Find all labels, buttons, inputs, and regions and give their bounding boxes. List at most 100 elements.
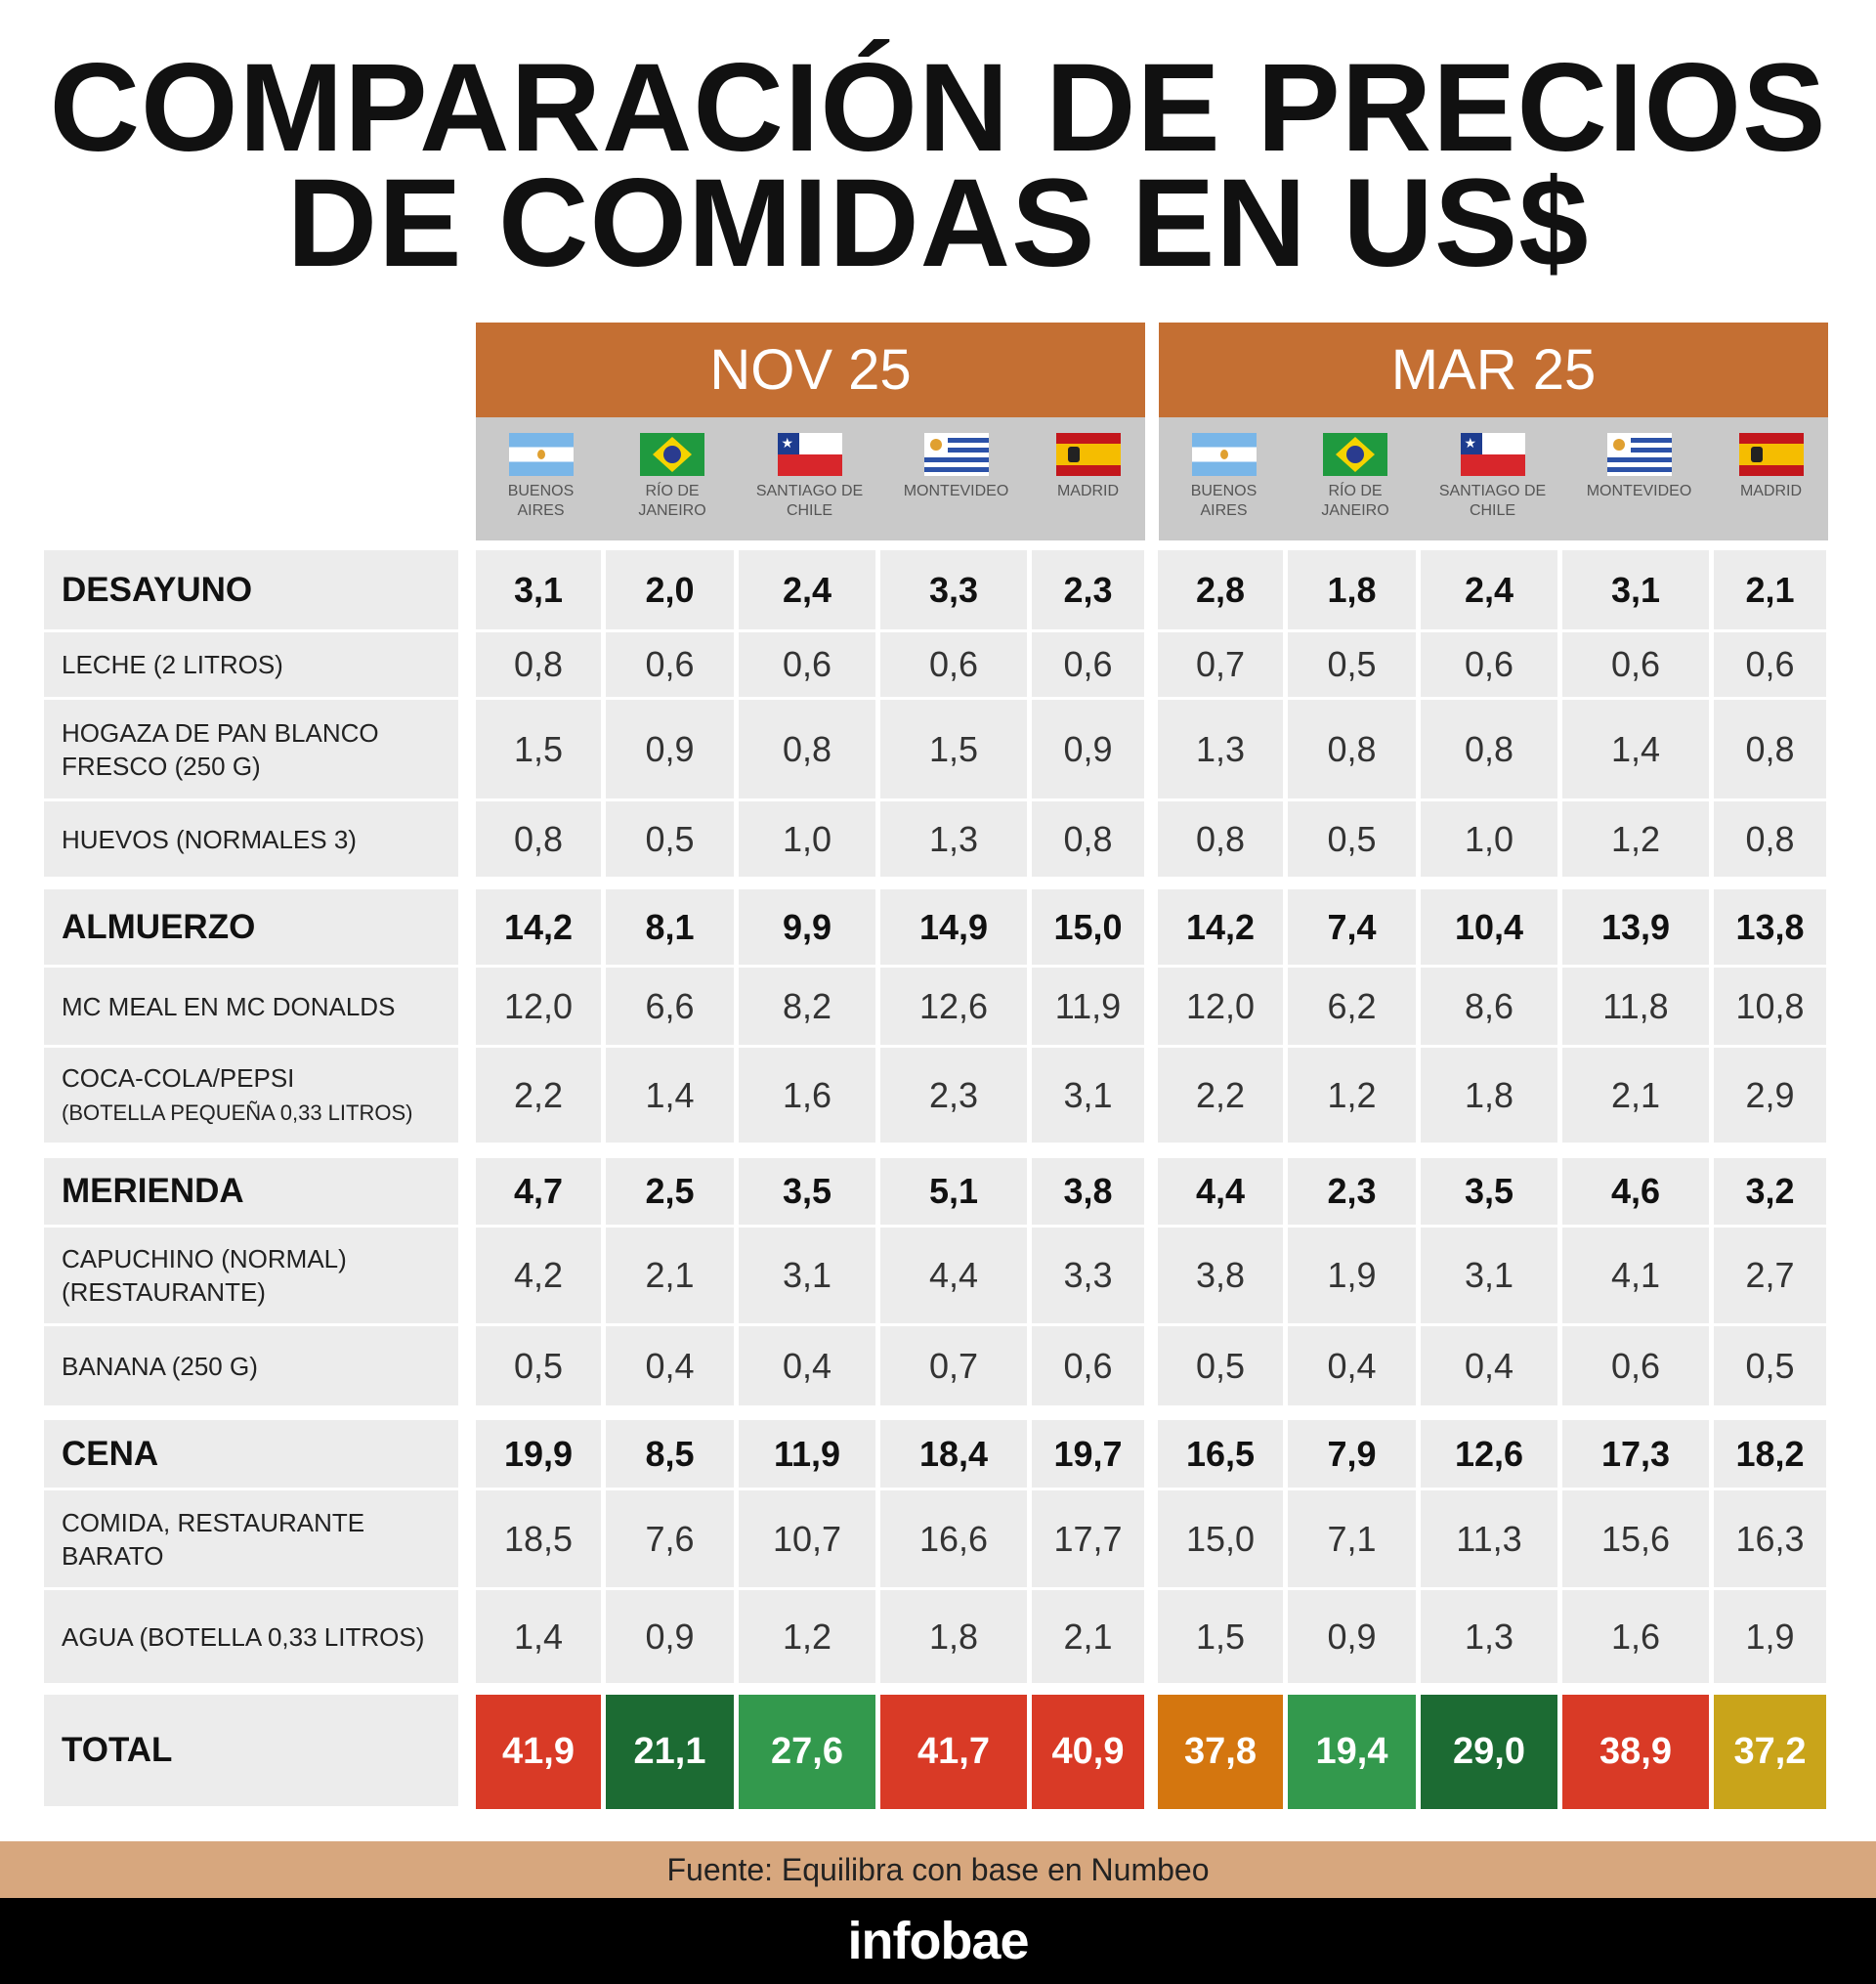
price-cell: 19,7 xyxy=(1032,1420,1144,1490)
price-cell: 1,4 xyxy=(606,1048,734,1145)
row-label: HOGAZA DE PAN BLANCO FRESCO (250 G) xyxy=(44,700,458,801)
city-column-header: MADRID xyxy=(1715,417,1827,540)
item-row: MC MEAL EN MC DONALDS 12,0 6,6 8,2 12,6 11,9 1… xyxy=(44,968,1831,1048)
row-label: COCA-COLA/PEPSI (BOTELLA PEQUEÑA 0,33 LIT… xyxy=(44,1048,458,1145)
row-label-text: COCA-COLA/PEPSI xyxy=(62,1062,295,1093)
title-line-2: DE COMIDAS EN US$ xyxy=(286,153,1590,293)
price-cell: 0,8 xyxy=(476,801,601,880)
price-cell: 0,5 xyxy=(1158,1326,1283,1408)
price-cell: 3,2 xyxy=(1714,1158,1826,1228)
category-row: CENA 19,9 8,5 11,9 18,4 19,7 16,5 7,9 12,6 17,3 18… xyxy=(44,1420,1831,1490)
price-cell: 8,1 xyxy=(606,889,734,968)
price-cell: 0,8 xyxy=(1421,700,1557,801)
price-cell: 3,3 xyxy=(1032,1228,1144,1326)
price-cell: 0,4 xyxy=(606,1326,734,1408)
price-cell: 0,6 xyxy=(1421,632,1557,700)
price-cell: 9,9 xyxy=(739,889,875,968)
row-label: HUEVOS (NORMALES 3) xyxy=(44,801,458,880)
price-cell: 3,5 xyxy=(739,1158,875,1228)
price-cell: 2,8 xyxy=(1158,550,1283,632)
price-cell: 8,6 xyxy=(1421,968,1557,1048)
price-cell: 18,5 xyxy=(476,1490,601,1590)
price-cell: 2,2 xyxy=(476,1048,601,1145)
price-cell: 2,3 xyxy=(1288,1158,1416,1228)
price-cell: 16,5 xyxy=(1158,1420,1283,1490)
row-label-text: HUEVOS (NORMALES 3) xyxy=(62,824,357,854)
price-cell: 4,2 xyxy=(476,1228,601,1326)
price-cell: 1,4 xyxy=(476,1590,601,1686)
source-note: Fuente: Equilibra con base en Numbeo xyxy=(0,1841,1876,1898)
price-cell: 7,1 xyxy=(1288,1490,1416,1590)
price-cell: 12,6 xyxy=(1421,1420,1557,1490)
price-cell: 7,6 xyxy=(606,1490,734,1590)
price-cell: 2,1 xyxy=(1032,1590,1144,1686)
price-cell: 18,4 xyxy=(880,1420,1027,1490)
row-label: CENA xyxy=(44,1420,458,1490)
price-cell: 3,1 xyxy=(1032,1048,1144,1145)
price-cell: 1,0 xyxy=(739,801,875,880)
price-cell: 3,1 xyxy=(476,550,601,632)
price-cell: 1,3 xyxy=(880,801,1027,880)
price-cell: 0,8 xyxy=(1288,700,1416,801)
price-cell: 6,6 xyxy=(606,968,734,1048)
price-cell: 17,3 xyxy=(1562,1420,1709,1490)
row-label-text: AGUA (BOTELLA 0,33 LITROS) xyxy=(62,1621,425,1652)
price-cell: 8,5 xyxy=(606,1420,734,1490)
flag-uruguay-icon xyxy=(1606,433,1672,476)
item-row: AGUA (BOTELLA 0,33 LITROS) 1,4 0,9 1,2 1,8 2,… xyxy=(44,1590,1831,1686)
city-column-header: MONTEVIDEO xyxy=(880,417,1032,540)
price-cell: 0,4 xyxy=(1288,1326,1416,1408)
price-cell: 0,9 xyxy=(1032,700,1144,801)
price-cell: 10,4 xyxy=(1421,889,1557,968)
price-cell: 12,0 xyxy=(476,968,601,1048)
city-name: MADRID xyxy=(1739,483,1803,499)
price-cell: 2,4 xyxy=(1421,550,1557,632)
price-cell: 3,3 xyxy=(880,550,1027,632)
item-row: LECHE (2 LITROS) 0,8 0,6 0,6 0,6 0,6 0,7 0,5 0,6… xyxy=(44,632,1831,700)
price-cell: 1,8 xyxy=(880,1590,1027,1686)
price-cell: 0,8 xyxy=(739,700,875,801)
price-cell: 3,8 xyxy=(1158,1228,1283,1326)
row-label: DESAYUNO xyxy=(44,550,458,632)
price-cell: 14,2 xyxy=(1158,889,1283,968)
item-row: HOGAZA DE PAN BLANCO FRESCO (250 G) 1,5 0,… xyxy=(44,700,1831,801)
row-label: CAPUCHINO (NORMAL) (RESTAURANTE) xyxy=(44,1228,458,1326)
category-row: ALMUERZO 14,2 8,1 9,9 14,9 15,0 14,2 7,4 10,4 13,… xyxy=(44,889,1831,968)
price-cell: 1,4 xyxy=(1562,700,1709,801)
price-cell: 1,6 xyxy=(739,1048,875,1145)
price-cell: 0,8 xyxy=(476,632,601,700)
city-name: BUENOS AIRES xyxy=(1190,483,1258,519)
price-cell: 1,6 xyxy=(1562,1590,1709,1686)
price-cell: 0,7 xyxy=(1158,632,1283,700)
price-cell: 2,5 xyxy=(606,1158,734,1228)
price-cell: 0,8 xyxy=(1714,801,1826,880)
city-column-header: MADRID xyxy=(1032,417,1144,540)
total-cell: 40,9 xyxy=(1032,1695,1144,1809)
city-name: SANTIAGO DE CHILE xyxy=(755,483,864,519)
price-cell: 2,7 xyxy=(1714,1228,1826,1326)
price-cell: 15,0 xyxy=(1032,889,1144,968)
row-label-text: BANANA (250 G) xyxy=(62,1351,258,1381)
price-cell: 0,7 xyxy=(880,1326,1027,1408)
price-cell: 0,5 xyxy=(1288,801,1416,880)
price-cell: 1,3 xyxy=(1158,700,1283,801)
city-column-header: BUENOS AIRES xyxy=(476,417,606,540)
total-cell: 19,4 xyxy=(1288,1695,1416,1809)
price-cell: 10,8 xyxy=(1714,968,1826,1048)
price-cell: 2,2 xyxy=(1158,1048,1283,1145)
price-cell: 0,6 xyxy=(880,632,1027,700)
city-name: MONTEVIDEO xyxy=(1586,483,1692,499)
city-name: MADRID xyxy=(1056,483,1120,499)
total-cell: 37,2 xyxy=(1714,1695,1826,1809)
price-cell: 7,9 xyxy=(1288,1420,1416,1490)
row-label-text: HOGAZA DE PAN BLANCO FRESCO (250 G) xyxy=(62,717,379,781)
price-cell: 0,8 xyxy=(1158,801,1283,880)
price-cell: 2,0 xyxy=(606,550,734,632)
price-cell: 17,7 xyxy=(1032,1490,1144,1590)
price-cell: 1,2 xyxy=(1562,801,1709,880)
price-cell: 16,3 xyxy=(1714,1490,1826,1590)
price-cell: 1,8 xyxy=(1421,1048,1557,1145)
city-column-header: SANTIAGO DE CHILE xyxy=(1422,417,1563,540)
price-cell: 0,6 xyxy=(1714,632,1826,700)
period-header-nov: NOV 25 xyxy=(476,323,1145,417)
